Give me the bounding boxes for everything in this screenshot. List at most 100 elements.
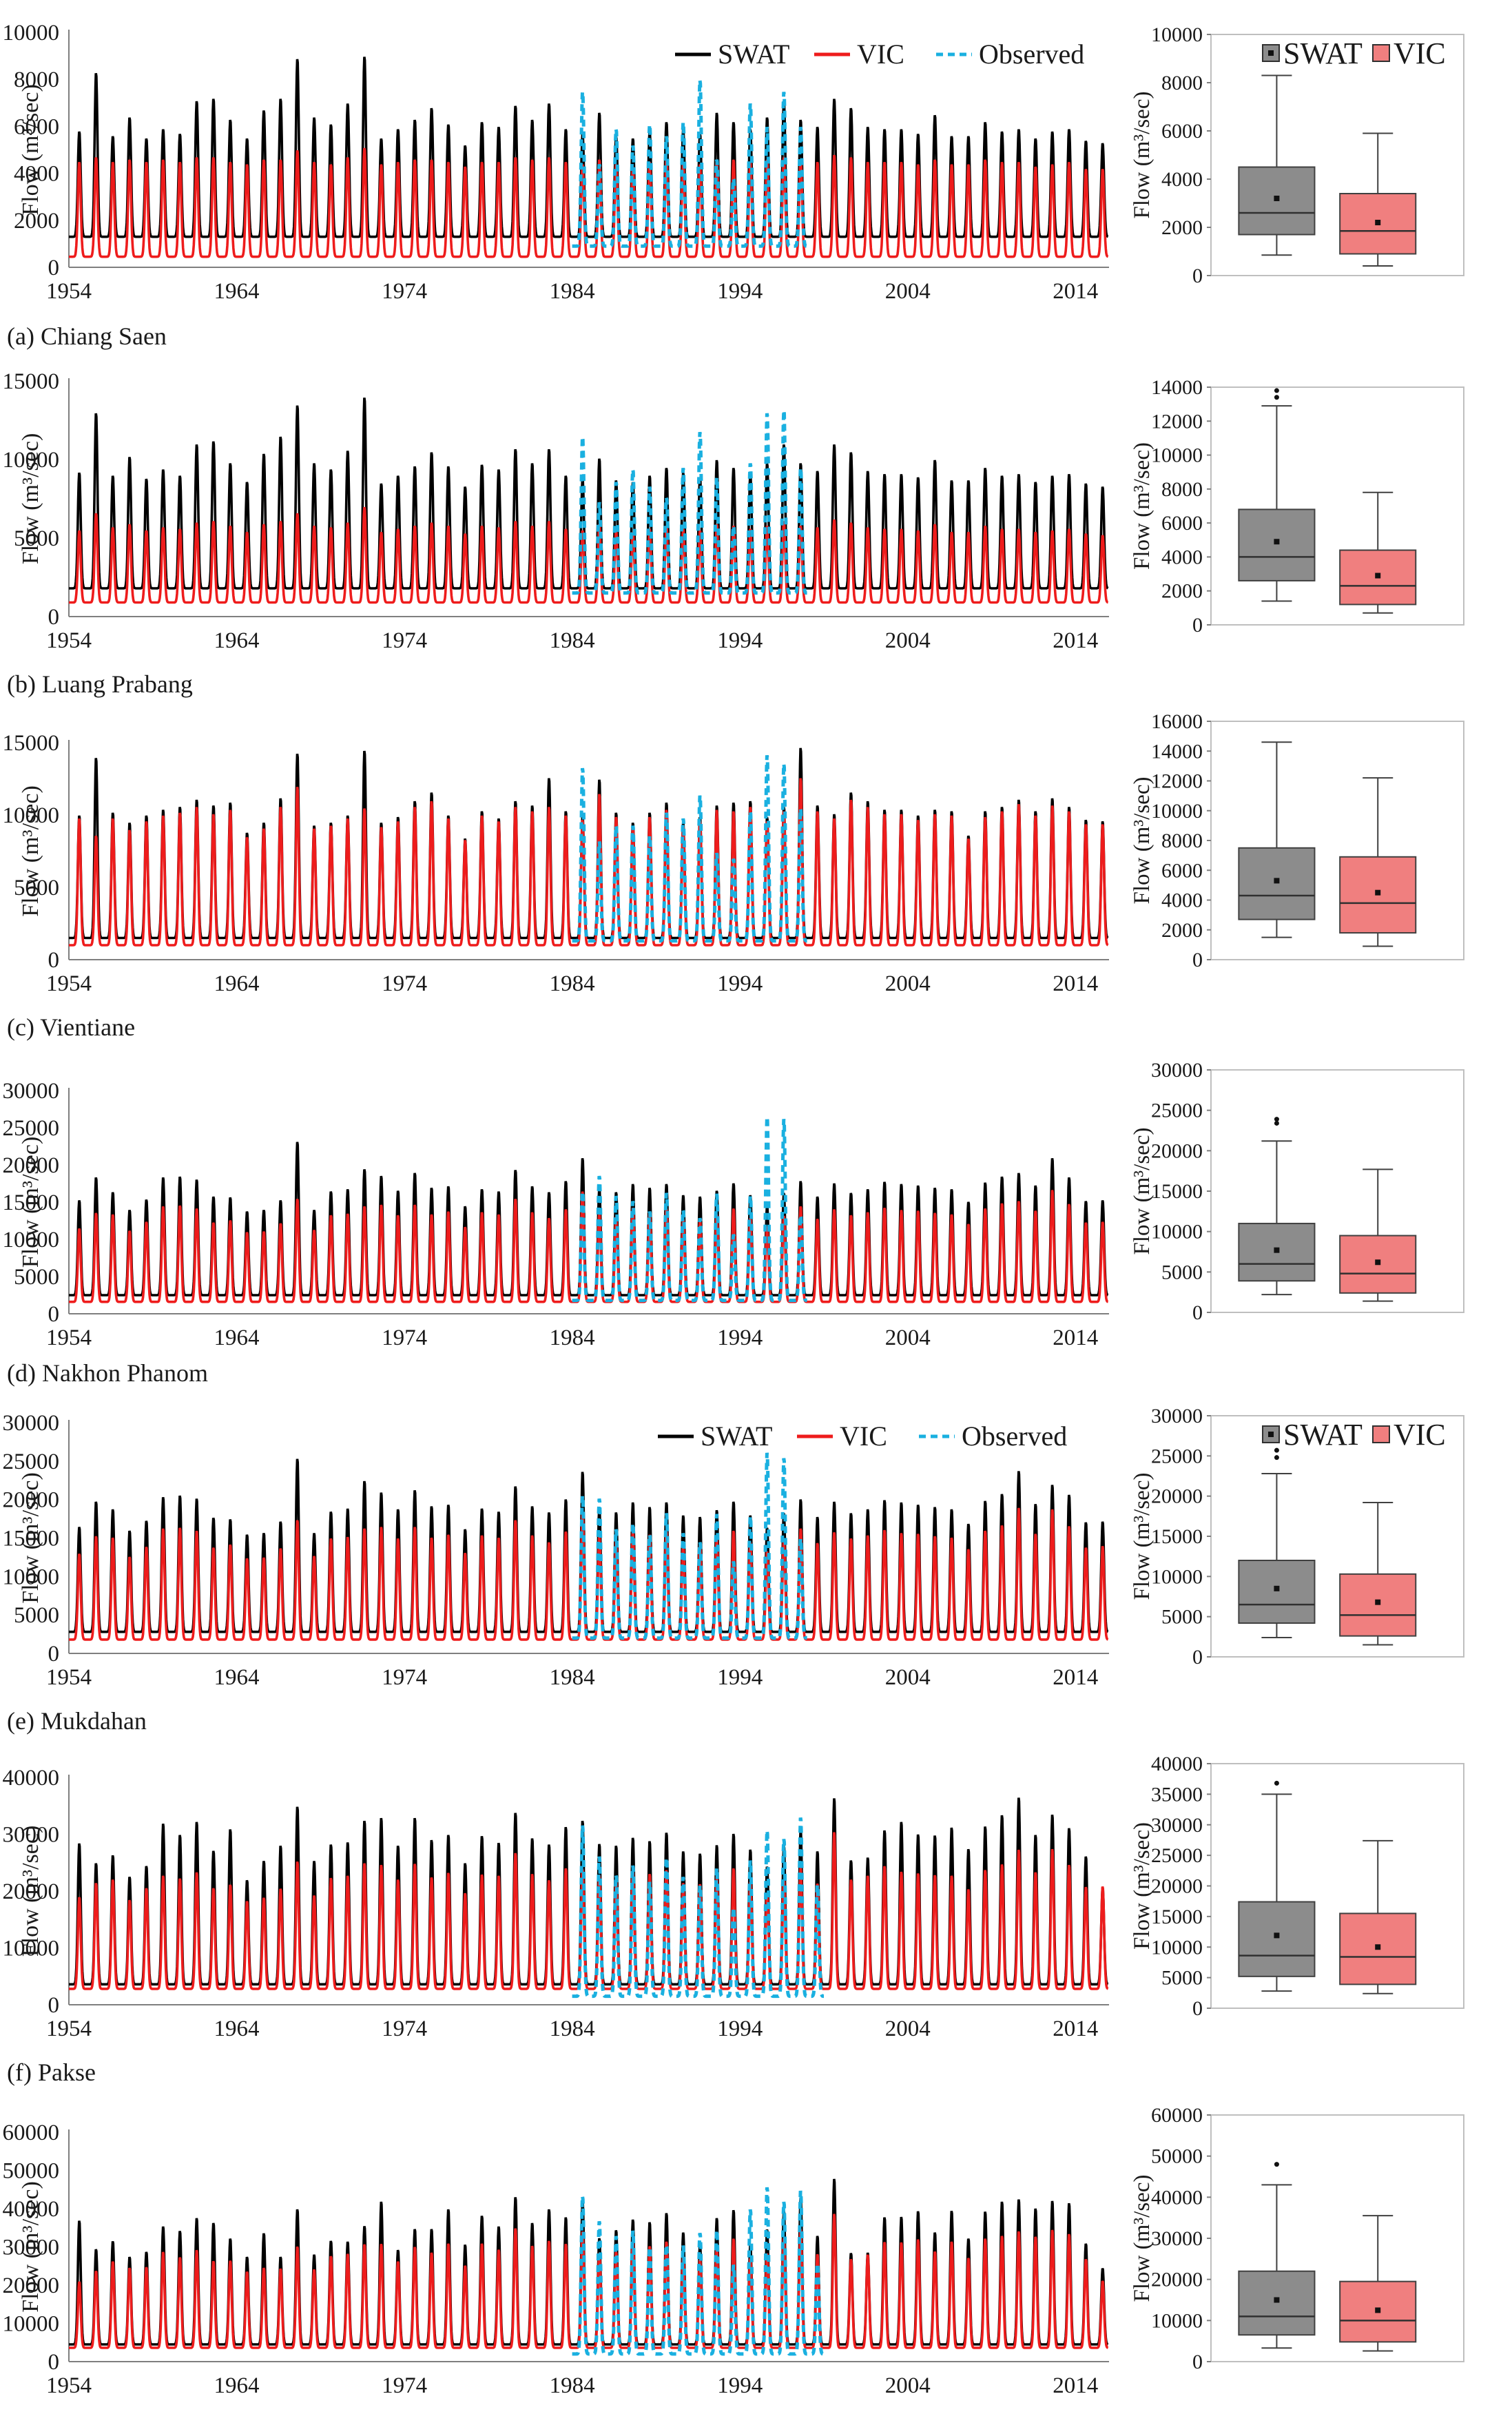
box-legend-swatch-swat xyxy=(1262,44,1280,62)
x-tick-label: 1964 xyxy=(214,2373,260,2398)
outlier-point xyxy=(1274,1447,1279,1453)
box-vic xyxy=(1339,777,1417,947)
box-vic xyxy=(1339,1502,1417,1646)
x-tick-label: 2004 xyxy=(885,1665,931,1690)
y-tick-label: 2000 xyxy=(14,209,59,234)
x-tick-label: 1974 xyxy=(382,1325,427,1350)
x-tick-label: 1974 xyxy=(382,628,427,653)
box-swat xyxy=(1238,1117,1316,1296)
x-tick-label: 1954 xyxy=(46,971,92,996)
mean-marker xyxy=(1274,1585,1280,1591)
x-tick-label: 2004 xyxy=(885,2016,931,2041)
box-y-tick-label: 14000 xyxy=(1151,376,1203,399)
iqr-box xyxy=(1238,847,1316,920)
box-y-tick-label: 5000 xyxy=(1161,1606,1203,1629)
y-tick-label: 5000 xyxy=(14,526,59,551)
box-vic xyxy=(1339,132,1417,267)
box-y-tick-label: 10000 xyxy=(1151,23,1203,46)
panel-6: 0 10000 20000 30000 40000 1954 1964 1974 1984 199… xyxy=(3,1753,1464,2086)
panel-5: 0 5000 10000 15000 20000 25000 30000 1954 1964 19… xyxy=(3,1405,1464,1735)
box-y-tick-label: 25000 xyxy=(1151,1844,1203,1867)
box-y-axis-label: Flow (m³/sec) xyxy=(1130,1473,1154,1600)
box-vic xyxy=(1339,2215,1417,2352)
x-tick-label: 2004 xyxy=(885,2373,931,2398)
swat-series-line xyxy=(69,747,1109,940)
box-y-tick-label: 6000 xyxy=(1161,512,1203,535)
box-legend-mean-icon xyxy=(1268,1432,1274,1437)
observed-series-line xyxy=(572,1116,807,1303)
x-tick-label: 1984 xyxy=(550,2373,595,2398)
station-label: (b) Luang Prabang xyxy=(7,670,193,698)
mean-marker xyxy=(1375,572,1381,579)
box-y-tick-label: 20000 xyxy=(1151,2269,1203,2291)
box-y-axis-label: Flow (m³/sec) xyxy=(1130,2175,1154,2302)
observed-series-line xyxy=(572,410,807,595)
observed-series-line xyxy=(572,80,807,248)
boxplot-frame xyxy=(1210,34,1464,276)
y-axis-label: Flow (m³/sec) xyxy=(18,433,43,565)
box-y-tick-label: 30000 xyxy=(1151,1405,1203,1427)
y-tick-label: 0 xyxy=(48,256,60,280)
panel-1: 0 2000 4000 6000 8000 10000 1954 1964 1974 1984 19… xyxy=(3,21,1464,350)
mean-marker xyxy=(1274,1247,1280,1253)
y-tick-label: 15000 xyxy=(3,1527,60,1551)
y-tick-label: 15000 xyxy=(3,369,60,394)
box-y-tick-label: 25000 xyxy=(1151,1100,1203,1122)
box-y-tick-label: 10000 xyxy=(1151,1565,1203,1588)
iqr-box xyxy=(1339,1573,1417,1637)
y-tick-label: 0 xyxy=(48,1642,60,1666)
box-y-tick-label: 30000 xyxy=(1151,1814,1203,1837)
box-y-tick-label: 30000 xyxy=(1151,1059,1203,1082)
x-tick-label: 2004 xyxy=(885,971,931,996)
y-tick-label: 10000 xyxy=(3,2312,60,2337)
boxplot-panel: 0 2000 4000 6000 8000 10000 12000 14000 Flow (m³… xyxy=(1130,376,1464,637)
box-y-tick-label: 10000 xyxy=(1151,2309,1203,2332)
y-tick-label: 15000 xyxy=(3,731,60,756)
box-legend-label-swat: SWAT xyxy=(1283,37,1363,70)
box-y-tick-label: 40000 xyxy=(1151,2186,1203,2209)
panel-4: 0 5000 10000 15000 20000 25000 30000 1954 1964 19… xyxy=(3,1059,1464,1387)
boxplot-panel: 0 5000 10000 15000 20000 25000 30000 Flow (m³/s… xyxy=(1130,1059,1464,1324)
legend-label-vic: VIC xyxy=(857,39,904,70)
box-y-tick-label: 5000 xyxy=(1161,1261,1203,1283)
mean-marker xyxy=(1274,1932,1280,1939)
box-y-tick-label: 15000 xyxy=(1151,1525,1203,1548)
x-tick-label: 2014 xyxy=(1053,1325,1098,1350)
boxplot-frame xyxy=(1210,386,1464,626)
box-legend-swatch-vic xyxy=(1372,1425,1390,1443)
x-tick-label: 1994 xyxy=(717,1665,763,1690)
outlier-point xyxy=(1274,388,1279,393)
box-swat xyxy=(1238,74,1316,256)
x-tick-label: 1984 xyxy=(550,2016,595,2041)
x-tick-label: 1994 xyxy=(717,971,763,996)
box-y-tick-label: 15000 xyxy=(1151,1180,1203,1203)
x-tick-label: 1954 xyxy=(46,1325,92,1350)
mean-marker xyxy=(1274,878,1280,884)
x-tick-label: 2014 xyxy=(1053,279,1098,304)
legend-label-swat: SWAT xyxy=(701,1421,772,1452)
x-tick-label: 1984 xyxy=(550,1665,595,1690)
box-y-tick-label: 20000 xyxy=(1151,1139,1203,1162)
x-tick-label: 1974 xyxy=(382,971,427,996)
x-tick-label: 2004 xyxy=(885,279,931,304)
x-tick-label: 1994 xyxy=(717,628,763,653)
y-tick-label: 6000 xyxy=(14,114,59,139)
mean-marker xyxy=(1274,539,1280,545)
iqr-box xyxy=(1238,1901,1316,1977)
y-tick-label: 30000 xyxy=(3,1079,60,1104)
x-tick-label: 2014 xyxy=(1053,2373,1098,2398)
vic-series-line xyxy=(69,1832,1109,1990)
outlier-point xyxy=(1274,1117,1279,1122)
y-tick-label: 5000 xyxy=(14,1603,59,1628)
y-tick-label: 5000 xyxy=(14,1265,59,1290)
box-y-axis-label: Flow (m³/sec) xyxy=(1130,1128,1154,1255)
box-y-tick-label: 10000 xyxy=(1151,1221,1203,1244)
y-tick-label: 50000 xyxy=(3,2159,60,2184)
mean-marker xyxy=(1375,2307,1381,2313)
x-tick-label: 1984 xyxy=(550,279,595,304)
box-y-axis-label: Flow (m³/sec) xyxy=(1130,442,1154,570)
x-tick-label: 1954 xyxy=(46,279,92,304)
box-y-tick-label: 20000 xyxy=(1151,1875,1203,1898)
x-tick-label: 1994 xyxy=(717,2016,763,2041)
